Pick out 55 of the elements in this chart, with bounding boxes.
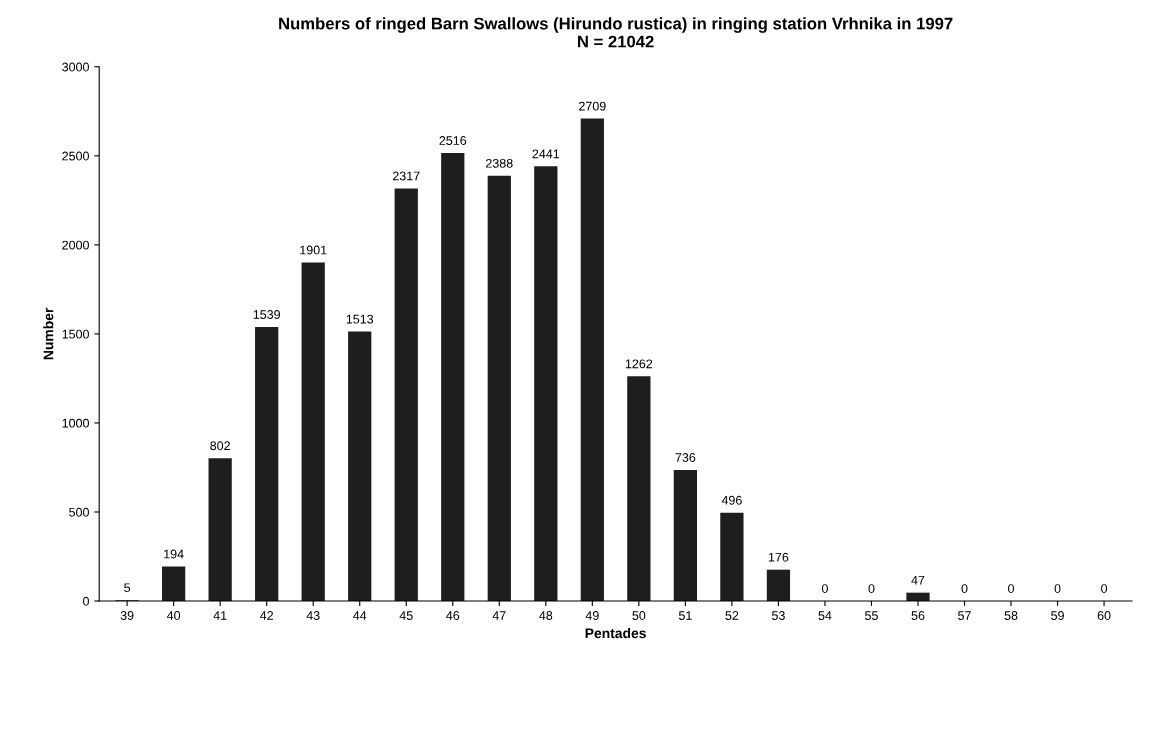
x-tick-label: 42 — [260, 611, 273, 620]
x-tick-label: 47 — [492, 611, 506, 620]
data-label: 1901 — [300, 245, 327, 255]
x-tick-label: 51 — [678, 611, 692, 620]
x-tick-label: 60 — [1097, 611, 1111, 620]
x-tick-label: 54 — [818, 611, 832, 620]
data-label: 0 — [1054, 584, 1061, 593]
x-tick-label: 40 — [166, 611, 181, 620]
x-tick-label: 39 — [120, 611, 134, 620]
data-label: 0 — [821, 584, 828, 593]
data-label: 2516 — [439, 136, 467, 145]
data-label: 736 — [675, 453, 696, 462]
x-tick-label: 57 — [958, 611, 971, 620]
data-label: 2388 — [486, 158, 513, 168]
x-tick-label: 43 — [306, 611, 320, 620]
x-tick-label: 49 — [585, 611, 599, 620]
x-tick-label: 58 — [1004, 611, 1018, 620]
x-tick-label: 50 — [632, 611, 646, 620]
data-label: 2441 — [532, 149, 560, 159]
data-label: 1262 — [625, 359, 653, 369]
y-tick-label: 2000 — [62, 240, 89, 250]
x-tick-label: 48 — [539, 611, 553, 620]
data-label: 176 — [768, 552, 789, 562]
chart-title: Numbers of ringed Barn Swallows (Hirundo rustica) in ringing station Vrhnika in 1997 — [279, 17, 953, 33]
x-tick-label: 55 — [865, 611, 878, 620]
data-label: 1513 — [346, 314, 374, 324]
x-tick-label: 46 — [446, 611, 460, 620]
y-axis-title: Number — [43, 307, 54, 360]
y-tick-label: 0 — [83, 596, 89, 606]
data-label: 1539 — [253, 310, 280, 319]
y-tick-label: 3000 — [62, 62, 89, 72]
data-label: 496 — [721, 495, 742, 505]
data-label: 0 — [1008, 584, 1015, 593]
data-label: 47 — [911, 575, 925, 585]
y-tick-label: 2500 — [62, 151, 89, 161]
chart-subtitle: N = 21042 — [578, 35, 654, 48]
data-label: 2317 — [392, 171, 420, 181]
data-label: 0 — [868, 584, 875, 593]
data-label: 5 — [124, 583, 131, 593]
x-tick-label: 45 — [399, 611, 413, 620]
data-label: 0 — [961, 584, 968, 593]
x-tick-label: 52 — [725, 611, 739, 620]
x-tick-label: 59 — [1051, 611, 1064, 620]
data-label: 802 — [210, 441, 230, 451]
x-tick-label: 56 — [911, 611, 925, 620]
y-tick-label: 1000 — [62, 418, 89, 428]
x-tick-label: 41 — [213, 611, 227, 620]
data-label: 2709 — [579, 101, 606, 111]
x-axis-title: Pentades — [585, 627, 646, 639]
y-tick-label: 500 — [69, 507, 89, 517]
y-tick-label: 1500 — [62, 329, 89, 339]
data-label: 194 — [164, 549, 184, 559]
x-tick-label: 53 — [771, 611, 785, 620]
data-label: 0 — [1101, 584, 1108, 593]
x-tick-label: 44 — [353, 611, 367, 620]
